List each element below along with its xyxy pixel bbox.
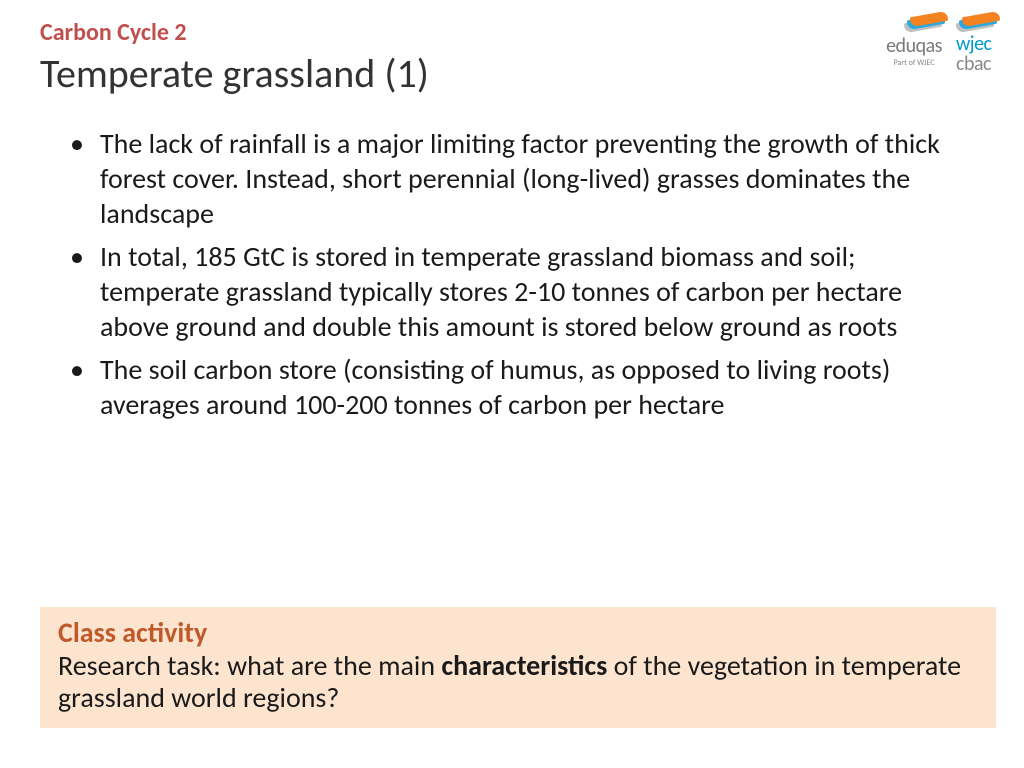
slide-title: Temperate grassland (1) (40, 49, 984, 98)
activity-text: Research task: what are the main charact… (58, 650, 978, 714)
activity-title: Class activity (58, 617, 978, 649)
slide-subtitle: Carbon Cycle 2 (40, 18, 984, 47)
eduqas-subtext: Part of WJEC (894, 58, 935, 68)
bullet-item: The soil carbon store (consisting of hum… (70, 352, 964, 422)
bullet-list: The lack of rainfall is a major limiting… (70, 126, 964, 422)
eduqas-logo: eduqas Part of WJEC (886, 14, 942, 68)
swoosh-icon (904, 14, 942, 32)
cbac-text: cbac (956, 54, 991, 74)
logo-group: eduqas Part of WJEC wjec cbac (886, 14, 994, 74)
wjec-text: wjec (956, 34, 992, 54)
activity-text-pre: Research task: what are the main (58, 648, 441, 683)
slide-body: The lack of rainfall is a major limiting… (0, 98, 1024, 422)
activity-box: Class activity Research task: what are t… (40, 607, 996, 728)
activity-text-bold: characteristics (441, 648, 607, 683)
bullet-item: In total, 185 GtC is stored in temperate… (70, 239, 964, 344)
slide-header: Carbon Cycle 2 Temperate grassland (1) e… (0, 0, 1024, 98)
eduqas-text: eduqas (886, 34, 942, 58)
swoosh-icon (956, 14, 994, 32)
bullet-item: The lack of rainfall is a major limiting… (70, 126, 964, 231)
wjec-logo: wjec cbac (956, 14, 994, 74)
